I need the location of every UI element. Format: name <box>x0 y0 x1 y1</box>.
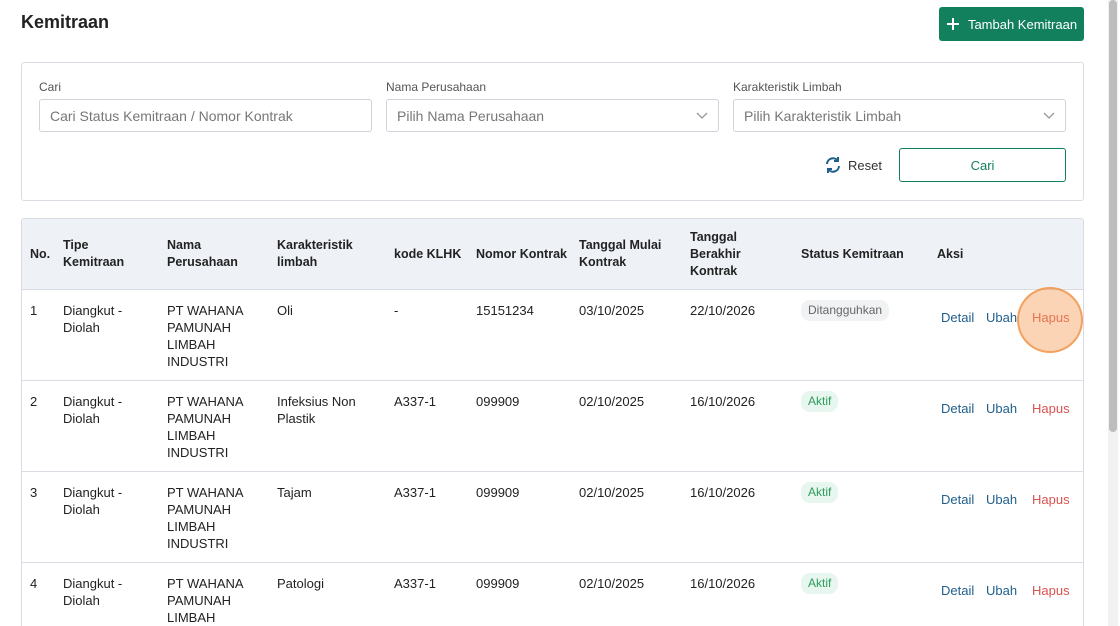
table-cell: 3 <box>30 485 38 500</box>
table-row: 3 Diangkut - Diolah PT WAHANA PAMUNAH LIMB… <box>22 472 1083 563</box>
action-link[interactable]: Detail <box>941 401 975 416</box>
table-row: 1 Diangkut - Diolah PT WAHANA PAMUNAH LIMB… <box>22 290 1083 381</box>
column-header: Tipe Kemitraan <box>63 238 125 269</box>
table-cell: PT WAHANA PAMUNAH LIMBAH INDUSTRI <box>167 485 243 551</box>
table-cell: 03/10/2025 <box>579 303 645 318</box>
search-button[interactable]: Cari <box>899 148 1066 182</box>
table-cell: 2 <box>30 394 38 409</box>
status-cell: Aktif <box>801 482 839 503</box>
table-cell: A337-1 <box>394 485 436 500</box>
status-cell: Ditangguhkan <box>801 300 890 321</box>
table-cell: Tajam <box>277 485 312 500</box>
table-cell: 02/10/2025 <box>579 576 645 591</box>
waste-label: Karakteristik Limbah <box>733 80 842 94</box>
table-cell: 02/10/2025 <box>579 394 645 409</box>
table-cell: 099909 <box>476 394 520 409</box>
action-link[interactable]: Detail <box>941 492 975 507</box>
status-badge: Aktif <box>801 482 839 503</box>
table-cell: 22/10/2026 <box>690 303 756 318</box>
action-link[interactable]: Ubah <box>986 583 1018 598</box>
table-cell: 02/10/2025 <box>579 485 645 500</box>
table-cell: 4 <box>30 576 38 591</box>
column-header: Aksi <box>937 246 964 261</box>
table-cell: 16/10/2026 <box>690 485 756 500</box>
table-header: No. Tipe Kemitraan Nama Perusahaan Karakter… <box>22 219 1083 290</box>
status-badge: Aktif <box>801 391 839 412</box>
reset-label: Reset <box>848 157 882 173</box>
status-cell: Aktif <box>801 391 839 412</box>
table-cell: PT WAHANA PAMUNAH LIMBAH INDUSTRI <box>167 303 243 369</box>
reset-icon <box>826 157 840 173</box>
table-cell: 099909 <box>476 485 520 500</box>
scroll-thumb <box>1109 0 1117 432</box>
plus-icon <box>946 18 959 30</box>
table-cell: A337-1 <box>394 576 436 591</box>
company-placeholder: Pilih Nama Perusahaan <box>397 107 545 124</box>
status-badge: Aktif <box>801 573 839 594</box>
search-label: Cari <box>39 80 62 94</box>
table-cell: Diangkut - Diolah <box>63 576 123 608</box>
table-cell: A337-1 <box>394 394 436 409</box>
action-link[interactable]: Ubah <box>986 492 1018 507</box>
status-cell: Aktif <box>801 573 839 594</box>
table-cell: Oli <box>277 303 293 318</box>
company-label: Nama Perusahaan <box>386 80 487 94</box>
table-cell: Diangkut - Diolah <box>63 485 123 517</box>
waste-select[interactable]: Pilih Karakteristik Limbah <box>733 99 1066 132</box>
column-header: Tanggal Mulai Kontrak <box>579 238 662 269</box>
chevron <box>1043 112 1055 119</box>
column-header: Nomor Kontrak <box>476 246 567 261</box>
table-cell: 16/10/2026 <box>690 394 756 409</box>
waste-placeholder: Pilih Karakteristik Limbah <box>744 107 902 124</box>
action-link[interactable]: Ubah <box>986 310 1018 325</box>
page-title: Kemitraan <box>21 12 110 32</box>
search-button-label: Cari <box>970 157 995 173</box>
column-header: No. <box>30 246 51 261</box>
table-cell: 1 <box>30 303 38 318</box>
table-cell: Diangkut - Diolah <box>63 394 123 426</box>
search-input[interactable]: Cari Status Kemitraan / Nomor Kontrak <box>39 99 372 132</box>
action-link[interactable]: Hapus <box>1032 583 1070 598</box>
click-indicator <box>1017 287 1083 353</box>
column-header: Karakteristik limbah <box>277 238 353 269</box>
action-link[interactable]: Hapus <box>1032 401 1070 416</box>
column-header: Nama Perusahaan <box>167 238 238 269</box>
action-link[interactable]: Ubah <box>986 401 1018 416</box>
reset-button[interactable]: Reset <box>824 156 882 174</box>
search-placeholder: Cari Status Kemitraan / Nomor Kontrak <box>50 107 293 124</box>
add-button-label: Tambah Kemitraan <box>967 16 1078 32</box>
table-cell: Diangkut - Diolah <box>63 303 123 335</box>
column-header: kode KLHK <box>394 246 462 261</box>
action-link[interactable]: Detail <box>941 583 975 598</box>
status-badge: Ditangguhkan <box>801 300 890 321</box>
chevron <box>696 112 708 119</box>
table: No. Tipe Kemitraan Nama Perusahaan Karakter… <box>21 218 1084 626</box>
table-cell: Infeksius Non Plastik <box>277 394 356 426</box>
column-header: Status Kemitraan <box>801 246 904 261</box>
add-button[interactable]: Tambah Kemitraan <box>939 7 1084 41</box>
table-cell: 15151234 <box>476 303 534 318</box>
table-cell: Patologi <box>277 576 324 591</box>
table-cell: 099909 <box>476 576 520 591</box>
table-cell: - <box>394 303 399 318</box>
filter-card <box>21 62 1084 201</box>
scrollbar <box>1108 0 1118 626</box>
column-header: Tanggal Berakhir Kontrak <box>690 229 741 278</box>
action-link[interactable]: Hapus <box>1032 492 1070 507</box>
company-select[interactable]: Pilih Nama Perusahaan <box>386 99 719 132</box>
table-row: 2 Diangkut - Diolah PT WAHANA PAMUNAH LIMB… <box>22 381 1083 472</box>
table-row: 4 Diangkut - Diolah PT WAHANA PAMUNAH LIMB… <box>22 563 1083 626</box>
table-cell: 16/10/2026 <box>690 576 756 591</box>
table-cell: PT WAHANA PAMUNAH LIMBAH INDUSTRI <box>167 394 243 460</box>
table-cell: PT WAHANA PAMUNAH LIMBAH <box>167 576 243 625</box>
action-link[interactable]: Detail <box>941 310 975 325</box>
